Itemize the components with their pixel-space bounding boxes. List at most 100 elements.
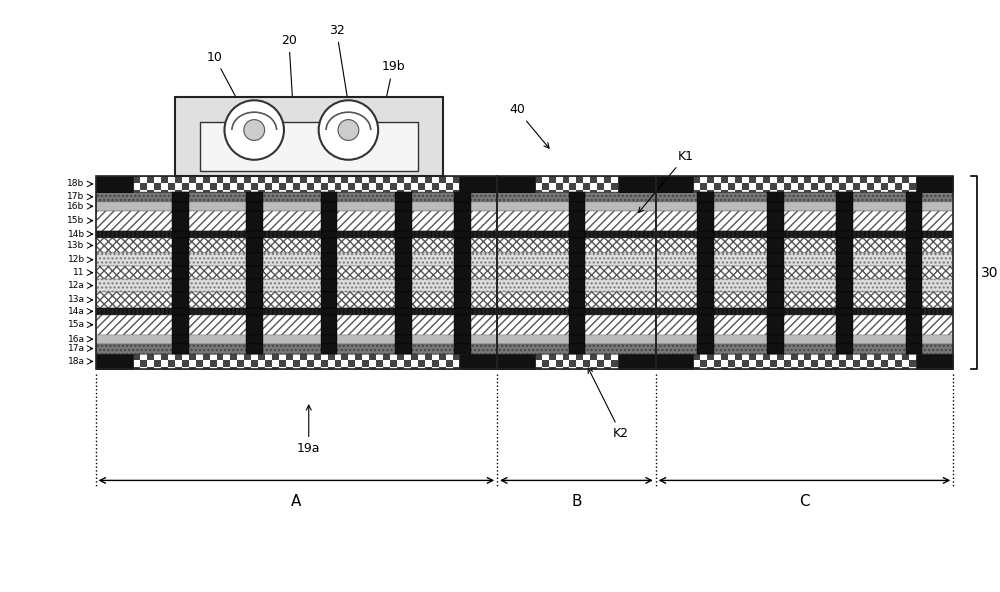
Bar [133,176,140,183]
Bar [96,292,497,308]
Bar [604,176,611,183]
Text: 12b: 12b [68,255,85,264]
Bar [251,361,258,368]
Bar [133,368,140,369]
Bar [906,230,922,237]
Bar [569,253,585,266]
Bar [453,368,459,369]
Bar [411,190,418,192]
Bar [258,176,265,183]
Bar [321,253,337,266]
Bar [411,176,418,183]
Bar [172,315,189,334]
Bar [453,353,459,361]
Bar [341,353,348,361]
Bar [454,343,471,353]
Bar [314,353,321,361]
Bar [756,361,763,368]
Bar [395,266,412,279]
Bar [172,279,189,292]
Bar [321,211,337,230]
Bar [96,334,497,343]
Bar [569,202,585,211]
Text: 20: 20 [281,34,297,117]
Bar [693,190,700,192]
Bar [569,334,585,343]
Bar [300,190,307,192]
Bar [836,343,853,353]
Bar [147,176,154,183]
Text: 13b: 13b [67,241,85,250]
Bar [200,121,418,171]
Bar [446,183,453,190]
Bar [767,279,784,292]
Bar [590,190,597,192]
Bar [697,211,714,230]
Bar [693,353,700,361]
Bar [439,353,446,361]
Bar [902,190,909,192]
Bar [454,253,471,266]
Bar [693,176,916,192]
Bar [656,253,953,266]
Bar [161,176,168,183]
Circle shape [224,100,284,160]
Bar [888,190,895,192]
Circle shape [319,100,378,160]
Bar [811,361,818,368]
Bar [535,353,542,361]
Bar [697,334,714,343]
Bar [656,176,953,369]
Bar [314,190,321,192]
Bar [818,190,825,192]
Bar [96,279,497,292]
Bar [860,368,867,369]
Bar [272,176,279,183]
Bar [133,353,459,369]
Bar [425,368,432,369]
Bar [133,176,459,192]
Bar [569,315,585,334]
Bar [251,183,258,190]
Bar [286,176,293,183]
Bar [895,361,902,368]
Bar [597,183,604,190]
Bar [454,279,471,292]
Bar [767,202,784,211]
Bar [404,361,411,368]
Text: 14a: 14a [68,307,85,316]
Bar [569,230,585,237]
Bar [656,315,953,334]
Bar [355,190,362,192]
Bar [246,266,263,279]
Bar [563,190,569,192]
Bar [742,361,749,368]
Bar [454,237,471,253]
Bar [246,211,263,230]
Bar [590,353,597,361]
Bar [454,308,471,315]
Bar [321,192,337,202]
Bar [569,292,585,308]
Bar [272,353,279,361]
Bar [439,176,446,183]
Circle shape [244,120,265,140]
Bar [576,190,583,192]
Bar [395,211,412,230]
Bar [133,176,459,192]
Bar [697,202,714,211]
Bar [362,361,369,368]
Bar [763,368,770,369]
Bar [210,361,217,368]
Bar [411,368,418,369]
Bar [874,368,881,369]
Bar [906,192,922,202]
Bar [590,176,597,183]
Bar [902,353,909,361]
Bar [217,353,223,361]
Bar [656,308,953,315]
Bar [497,334,656,343]
Bar [697,192,714,202]
Bar [535,176,618,192]
Bar [175,96,443,176]
